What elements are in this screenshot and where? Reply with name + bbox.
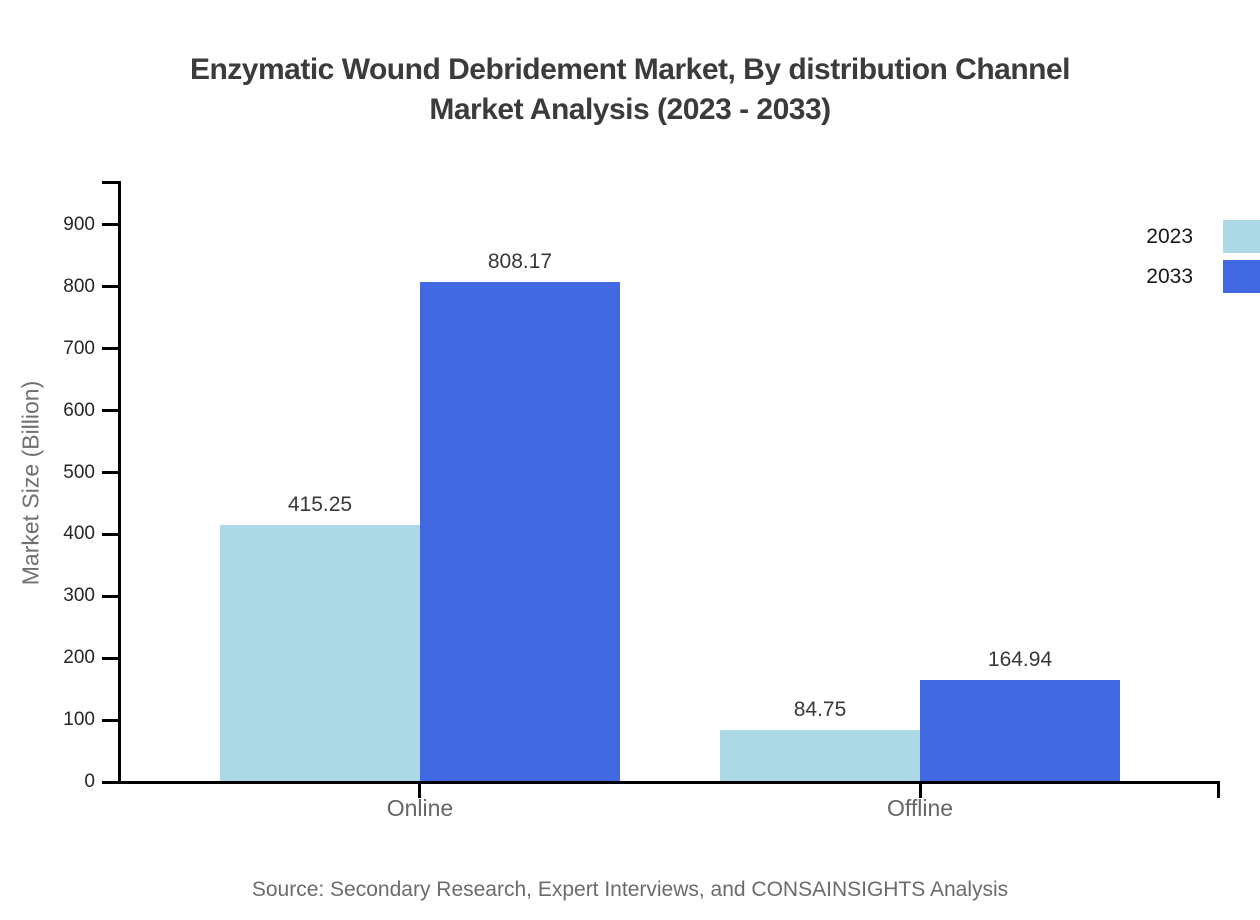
- y-tick-label: 700: [63, 337, 95, 359]
- legend-swatch: [1223, 220, 1260, 253]
- x-tick-mark: [918, 784, 922, 798]
- y-tick-label: 600: [63, 399, 95, 421]
- y-tick-label: 500: [63, 461, 95, 483]
- y-tick-mark: [102, 409, 120, 413]
- y-tick-label: 100: [63, 709, 95, 731]
- y-tick-mark: [102, 532, 120, 536]
- bar-offline-2023: [720, 729, 921, 782]
- y-axis-spine: [118, 181, 121, 784]
- y-tick-label: 0: [84, 771, 95, 792]
- source-note: Source: Secondary Research, Expert Inter…: [251, 878, 1009, 901]
- legend-item-2023: 2023: [1146, 220, 1260, 253]
- x-axis-spine: [118, 781, 1220, 784]
- y-tick-label: 300: [63, 585, 95, 607]
- x-tick-label-online: Online: [386, 795, 454, 821]
- y-tick-mark: [102, 285, 120, 289]
- y-tick-mark: [102, 656, 120, 660]
- y-tick-mark: [102, 780, 120, 784]
- legend-label: 2033: [1146, 264, 1193, 288]
- chart-title-line2: Market Analysis (2023 - 2033): [429, 93, 831, 126]
- bar-value-label: 84.75: [793, 697, 847, 721]
- y-tick-mark: [102, 223, 120, 227]
- chart-title-line1: Enzymatic Wound Debridement Market, By d…: [189, 53, 1071, 86]
- y-tick-label: 900: [63, 213, 95, 235]
- y-tick-label: 200: [63, 647, 95, 669]
- y-tick-label: 800: [63, 275, 95, 297]
- y-tick-mark: [102, 347, 120, 351]
- x-tick-mark: [418, 784, 422, 798]
- y-tick-mark: [102, 718, 120, 722]
- bar-online-2023: [219, 524, 420, 782]
- x-axis-right-cap: [1217, 781, 1220, 798]
- y-tick-mark: [102, 471, 120, 475]
- bar-value-label: 415.25: [287, 492, 353, 516]
- y-tick-mark: [102, 594, 120, 598]
- x-tick-label-offline: Offline: [886, 795, 954, 821]
- bar-online-2033: [419, 281, 620, 782]
- y-axis-top-cap: [102, 181, 120, 184]
- legend-label: 2023: [1146, 224, 1193, 248]
- y-tick-label: 400: [63, 523, 95, 545]
- chart-title: Enzymatic Wound Debridement Market, By d…: [0, 50, 1260, 130]
- bar-offline-2033: [920, 679, 1121, 782]
- legend-swatch: [1223, 260, 1260, 293]
- legend-item-2033: 2033: [1146, 260, 1260, 293]
- bar-value-label: 164.94: [987, 647, 1053, 671]
- bar-value-label: 808.17: [487, 249, 553, 273]
